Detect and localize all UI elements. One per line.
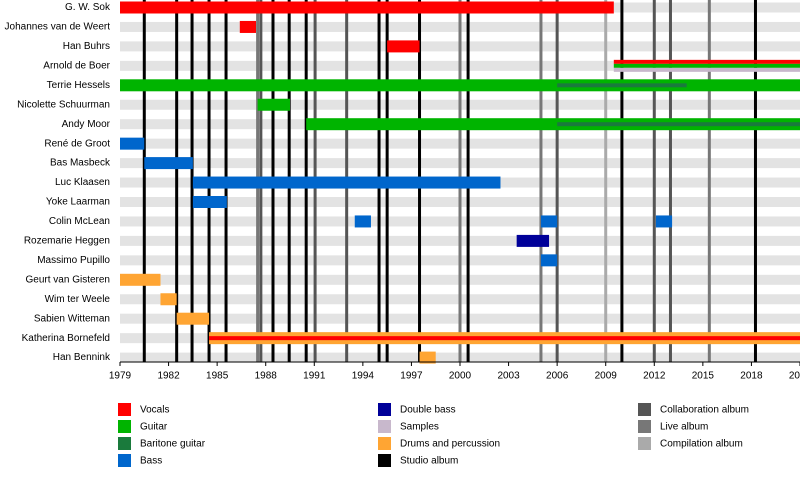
- legend-swatch: [378, 454, 391, 467]
- member-name: Wim ter Weele: [45, 294, 111, 305]
- legend-label: Studio album: [400, 456, 458, 467]
- x-tick-label: 2003: [497, 371, 520, 382]
- x-tick-label: 2009: [595, 371, 618, 382]
- legend-label: Collaboration album: [660, 405, 749, 416]
- x-tick-label: 2012: [643, 371, 666, 382]
- x-tick-label: 2018: [740, 371, 763, 382]
- member-name: Bas Masbeck: [50, 158, 111, 169]
- member-bar: [144, 157, 193, 170]
- legend-label: Compilation album: [660, 439, 743, 450]
- legend-swatch: [638, 420, 651, 433]
- member-name: Han Bennink: [53, 352, 111, 363]
- member-name: Yoke Laarman: [46, 197, 110, 208]
- legend-swatch: [638, 437, 651, 450]
- member-bar: [257, 98, 290, 111]
- member-bar: [160, 293, 177, 306]
- x-tick-label: 2006: [546, 371, 569, 382]
- member-bar: [192, 196, 227, 208]
- x-tick-label: 1994: [352, 371, 375, 382]
- legend-label: Guitar: [140, 422, 168, 433]
- member-name: Luc Klaasen: [55, 177, 110, 188]
- member-bar-stripe: [613, 67, 800, 72]
- legend-label: Baritone guitar: [140, 439, 206, 450]
- member-bar: [120, 137, 145, 150]
- member-bar: [516, 234, 550, 247]
- member-bar-stripe: [613, 63, 800, 68]
- member-bar: [354, 215, 371, 228]
- member-bar: [557, 122, 800, 127]
- member-name: Sabien Witteman: [34, 313, 110, 324]
- member-name: Massimo Pupillo: [37, 255, 110, 266]
- legend-label: Drums and percussion: [400, 439, 500, 450]
- member-name: Geurt van Gisteren: [26, 274, 110, 285]
- member-name: Terrie Hessels: [47, 80, 110, 91]
- member-bar: [306, 118, 800, 131]
- x-tick-label: 1985: [206, 371, 229, 382]
- legend-swatch: [118, 437, 131, 450]
- member-bar: [120, 1, 614, 14]
- member-bar: [192, 176, 501, 189]
- x-tick-label: 1991: [303, 371, 326, 382]
- member-bar: [557, 83, 687, 88]
- x-tick-label: 1979: [109, 371, 132, 382]
- x-tick-label: 2015: [692, 371, 715, 382]
- member-bar: [239, 20, 256, 33]
- legend-label: Live album: [660, 422, 708, 433]
- x-tick-label: 2000: [449, 371, 472, 382]
- x-tick-label: 1997: [400, 371, 423, 382]
- member-name: Nicolette Schuurman: [17, 99, 110, 110]
- member-name: Andy Moor: [62, 119, 111, 130]
- legend-label: Samples: [400, 422, 439, 433]
- member-bar-stripe: [209, 336, 800, 341]
- legend-swatch: [638, 403, 651, 416]
- legend-swatch: [118, 454, 131, 467]
- member-bar: [120, 79, 800, 92]
- legend-swatch: [378, 420, 391, 433]
- member-bar: [419, 351, 436, 364]
- legend-label: Bass: [140, 456, 162, 467]
- x-tick-label: 1982: [157, 371, 180, 382]
- member-bar: [655, 215, 673, 228]
- legend-label: Double bass: [400, 405, 456, 416]
- member-bar: [120, 273, 161, 286]
- member-name: Colin McLean: [49, 216, 110, 227]
- x-tick-label: 1988: [255, 371, 278, 382]
- member-bar: [387, 40, 420, 53]
- legend-swatch: [118, 403, 131, 416]
- x-tick-label: 2021: [789, 371, 800, 382]
- member-bar: [540, 215, 558, 228]
- member-name: Han Buhrs: [63, 41, 110, 52]
- member-name: Rozemarie Heggen: [24, 236, 110, 247]
- legend-swatch: [378, 403, 391, 416]
- legend-swatch: [378, 437, 391, 450]
- member-name: Arnold de Boer: [43, 60, 110, 71]
- legend-label: Vocals: [140, 405, 169, 416]
- member-name: Katherina Bornefeld: [22, 333, 110, 344]
- member-bar: [613, 59, 800, 64]
- member-name: Johannes van de Weert: [5, 22, 111, 33]
- legend-swatch: [118, 420, 131, 433]
- member-bar: [176, 312, 210, 325]
- member-bar: [540, 254, 558, 267]
- member-name: René de Groot: [44, 138, 110, 149]
- member-name: G. W. Sok: [65, 2, 111, 13]
